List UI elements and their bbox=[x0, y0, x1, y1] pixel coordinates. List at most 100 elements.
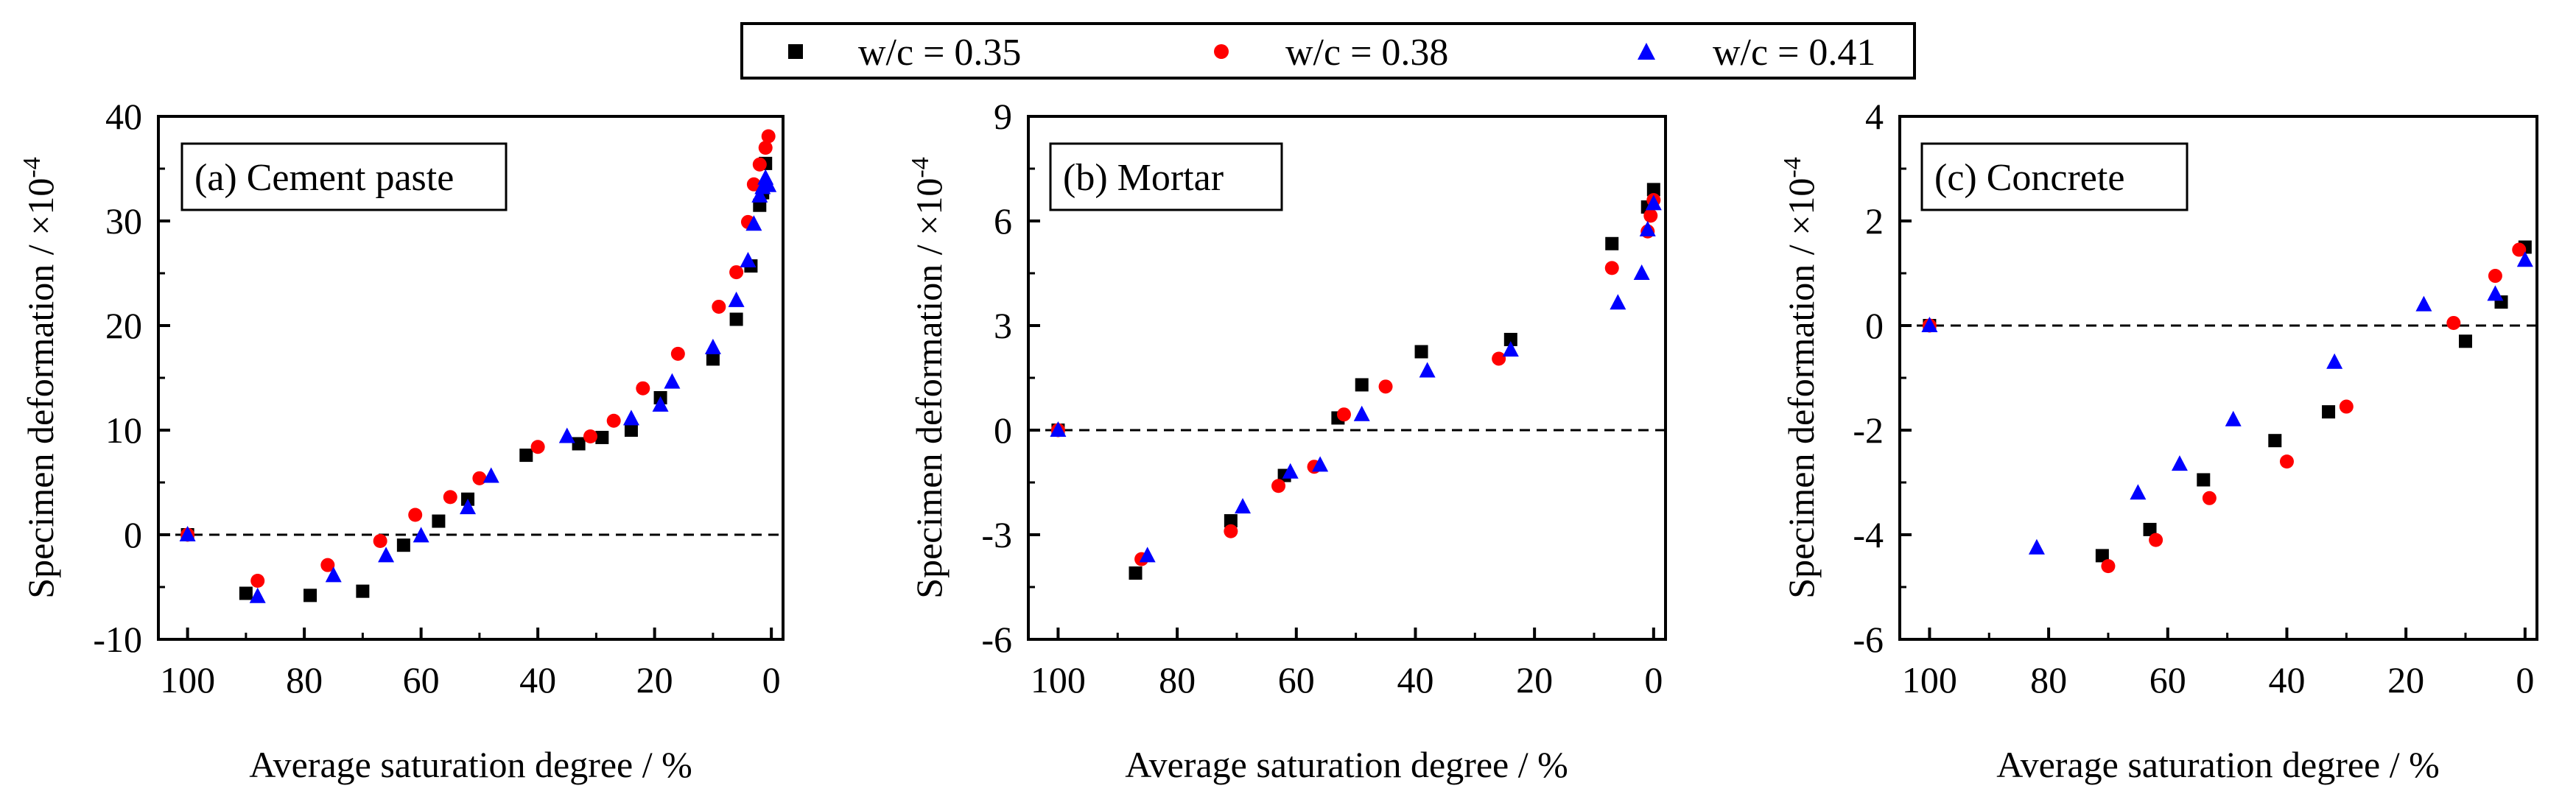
panel-concrete: 100 80 60 40 20 0 -6 -4 -2 0 2 4 (c) Concrete Avera… bbox=[1779, 96, 2538, 785]
legend-marker-triangle bbox=[1638, 43, 1655, 60]
data-point-triangle bbox=[1139, 547, 1156, 563]
panel-c-x-tick-label: 20 bbox=[2387, 659, 2424, 700]
data-point-circle bbox=[2101, 559, 2116, 574]
panel-a-label: (a) Cement paste bbox=[194, 157, 454, 199]
panel-b-x-tick-label: 80 bbox=[1159, 659, 1196, 700]
data-point-triangle bbox=[1610, 294, 1626, 310]
panel-b-y-axis-title-exp: -4 bbox=[907, 157, 934, 178]
panel-c-y-tick-label: 4 bbox=[1865, 96, 1884, 137]
panel-a-x-axis-title: Average saturation degree / % bbox=[249, 744, 692, 785]
legend-entry-038: w/c = 0.38 bbox=[1214, 32, 1448, 74]
data-point-circle bbox=[761, 129, 776, 144]
data-point-square bbox=[396, 538, 410, 552]
data-point-circle bbox=[606, 413, 621, 428]
data-point-triangle bbox=[1282, 463, 1299, 479]
panel-c-x-tick-label: 60 bbox=[2149, 659, 2186, 700]
data-point-square bbox=[1355, 378, 1369, 392]
panel-a-y-axis-title-main: Specimen deformation / ×10 bbox=[20, 178, 61, 599]
data-point-triangle bbox=[460, 499, 477, 515]
data-point-triangle bbox=[2028, 538, 2045, 555]
panel-a-y-tick-label: 40 bbox=[105, 96, 142, 137]
data-point-triangle bbox=[652, 396, 669, 412]
panel-b-y-axis-title-main: Specimen deformation / ×10 bbox=[908, 178, 950, 599]
data-point-circle bbox=[443, 490, 457, 505]
data-point-triangle bbox=[2516, 251, 2533, 267]
data-point-circle bbox=[2202, 491, 2217, 505]
panel-b-data-points bbox=[1050, 183, 1662, 580]
panel-c-y-tick-label: 2 bbox=[1865, 200, 1884, 242]
legend-entry-041: w/c = 0.41 bbox=[1638, 32, 1875, 74]
panel-a-x-tick-label: 100 bbox=[160, 659, 215, 700]
panel-b-y-tick-label: 6 bbox=[994, 200, 1012, 242]
data-point-circle bbox=[1604, 261, 1619, 275]
panel-a-label-box bbox=[180, 142, 508, 211]
legend-entry-035: w/c = 0.35 bbox=[788, 32, 1021, 74]
data-point-triangle bbox=[1639, 220, 1656, 236]
data-point-circle bbox=[373, 534, 387, 549]
data-point-circle bbox=[712, 299, 726, 314]
panel-a-x-tick-label: 60 bbox=[403, 659, 440, 700]
panel-b-x-axis-title: Average saturation degree / % bbox=[1125, 744, 1568, 785]
panel-b-y-axis-title: Specimen deformation / ×10-4 bbox=[907, 157, 950, 598]
data-point-square bbox=[1414, 345, 1428, 359]
panel-b-y-tick-label: 0 bbox=[994, 410, 1012, 451]
data-point-triangle bbox=[413, 527, 429, 543]
panel-cement-paste: 100 80 60 40 20 0 -10 0 10 20 30 40 (a) Cement past… bbox=[18, 96, 785, 785]
panel-c-y-axis-title: Specimen deformation / ×10-4 bbox=[1779, 157, 1822, 598]
data-point-triangle bbox=[1645, 194, 1662, 211]
data-point-square bbox=[1646, 183, 1660, 197]
data-point-circle bbox=[729, 265, 744, 280]
data-point-square bbox=[2322, 405, 2336, 419]
data-point-triangle bbox=[760, 176, 777, 192]
data-point-square bbox=[2268, 434, 2282, 448]
panel-a-x-tick-label: 0 bbox=[762, 659, 781, 700]
data-point-square bbox=[595, 430, 609, 444]
panel-c-y-axis-title-main: Specimen deformation / ×10 bbox=[1780, 178, 1822, 599]
data-point-triangle bbox=[622, 410, 639, 426]
data-point-circle bbox=[1336, 407, 1351, 422]
data-point-square bbox=[356, 584, 370, 598]
data-point-square bbox=[572, 437, 586, 451]
data-point-triangle bbox=[745, 215, 762, 231]
panel-c-label-box bbox=[1920, 142, 2189, 211]
panel-a-x-tick-label: 20 bbox=[636, 659, 673, 700]
panel-a-y-tick-label: 10 bbox=[105, 410, 142, 451]
data-point-square bbox=[1224, 514, 1238, 528]
panel-b-y-tick-label: -3 bbox=[981, 514, 1012, 555]
panel-b-x-tick-label: 100 bbox=[1031, 659, 1086, 700]
panel-b-label-box bbox=[1049, 142, 1283, 211]
data-point-triangle bbox=[1419, 362, 1436, 378]
data-point-square bbox=[729, 312, 743, 326]
panel-c-y-tick-label: -4 bbox=[1853, 514, 1884, 555]
panel-a-data-points bbox=[179, 129, 777, 603]
panel-b-x-tick-label: 20 bbox=[1516, 659, 1553, 700]
panel-c-y-axis-title-exp: -4 bbox=[1779, 157, 1806, 178]
panel-b-label: (b) Mortar bbox=[1063, 157, 1224, 199]
data-point-circle bbox=[1492, 351, 1506, 366]
data-point-triangle bbox=[751, 186, 768, 203]
data-point-triangle bbox=[728, 291, 745, 307]
data-point-square bbox=[2458, 334, 2472, 348]
panel-b-x-tick-label: 60 bbox=[1278, 659, 1315, 700]
panel-b-y-tick-label: 9 bbox=[994, 96, 1012, 137]
data-point-triangle bbox=[378, 547, 395, 563]
data-point-square bbox=[1503, 332, 1517, 346]
data-point-circle bbox=[636, 381, 650, 396]
panel-b-y-tick-label: 3 bbox=[994, 305, 1012, 346]
data-point-square bbox=[432, 514, 446, 528]
data-point-triangle bbox=[1050, 421, 1067, 437]
panel-c-x-tick-label: 0 bbox=[2516, 659, 2534, 700]
panel-a-y-tick-label: 30 bbox=[105, 200, 142, 242]
data-point-triangle bbox=[2171, 455, 2188, 471]
data-point-triangle bbox=[179, 526, 196, 541]
data-point-circle bbox=[472, 471, 487, 485]
panel-a-x-tick-label: 80 bbox=[286, 659, 323, 700]
data-point-square bbox=[1605, 236, 1619, 250]
panel-a-y-axis-title: Specimen deformation / ×10-4 bbox=[18, 157, 61, 598]
data-point-square bbox=[1129, 566, 1143, 580]
data-point-square bbox=[624, 424, 638, 437]
panel-a-x-tick-label: 40 bbox=[519, 659, 556, 700]
data-point-triangle bbox=[704, 338, 721, 354]
legend: w/c = 0.35 w/c = 0.38 w/c = 0.41 bbox=[740, 22, 1916, 80]
legend-marker-circle bbox=[1214, 44, 1229, 59]
